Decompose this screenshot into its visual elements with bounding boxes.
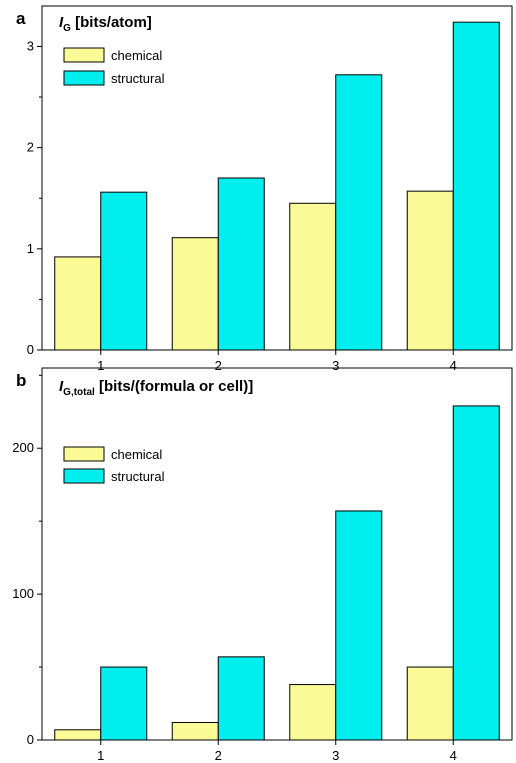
x-tick-label: 4 — [450, 358, 457, 373]
legend-swatch-chemical — [63, 446, 105, 462]
bar-structural-1 — [100, 191, 148, 351]
legend-label-structural: structural — [111, 71, 165, 86]
panel-b-letter: b — [16, 371, 26, 390]
x-tick-label: 3 — [332, 358, 339, 373]
bar-chemical-1 — [54, 729, 102, 741]
x-tick-label: 4 — [450, 748, 457, 763]
panel-b-legend: chemical structural — [63, 446, 165, 484]
panel-b: b IG,total [bits/(formula or cell)] chem… — [12, 367, 513, 763]
panel-b-marks: 1 2 3 4 0 100 200 — [12, 374, 500, 763]
x-tick-label: 1 — [97, 748, 104, 763]
bar-structural-3 — [335, 74, 383, 351]
y-tick-label: 3 — [27, 38, 34, 53]
panel-a: a IG [bits/atom] chemical structural 1 2 3… — [16, 5, 513, 373]
bar-structural-3 — [335, 510, 383, 741]
bar-chemical-4 — [406, 190, 454, 351]
bar-structural-2 — [217, 177, 265, 351]
legend-swatch-structural — [63, 70, 105, 86]
panel-a-letter: a — [16, 9, 26, 28]
legend-label-chemical: chemical — [111, 447, 162, 462]
panel-a-legend: chemical structural — [63, 47, 165, 86]
bar-structural-4 — [452, 405, 500, 741]
legend-swatch-structural — [63, 468, 105, 484]
bar-chemical-3 — [289, 684, 337, 741]
legend-label-structural: structural — [111, 469, 165, 484]
x-tick-label: 3 — [332, 748, 339, 763]
y-tick-label: 0 — [27, 732, 34, 747]
panel-a-frame — [41, 5, 513, 351]
panel-b-frame — [41, 367, 513, 741]
panel-a-marks: 1 2 3 4 0 1 2 3 — [27, 21, 500, 373]
x-tick-label: 2 — [215, 358, 222, 373]
legend-swatch-chemical — [63, 47, 105, 63]
x-tick-label: 2 — [215, 748, 222, 763]
bar-chemical-3 — [289, 202, 337, 351]
x-tick-label: 1 — [97, 358, 104, 373]
bar-chemical-2 — [171, 237, 219, 351]
bar-structural-2 — [217, 656, 265, 741]
legend-label-chemical: chemical — [111, 48, 162, 63]
panel-a-ylabel: IG [bits/atom] — [59, 14, 152, 34]
y-tick-label: 1 — [27, 241, 34, 256]
y-tick-label: 0 — [27, 342, 34, 357]
panel-b-ylabel: IG,total [bits/(formula or cell)] — [59, 378, 253, 398]
bar-chemical-4 — [406, 666, 454, 741]
y-tick-label: 200 — [12, 440, 34, 455]
y-tick-label: 2 — [27, 140, 34, 155]
bar-structural-4 — [452, 21, 500, 351]
bar-chemical-2 — [171, 721, 219, 741]
bar-chemical-1 — [54, 256, 102, 351]
bar-structural-1 — [100, 666, 148, 741]
y-tick-label: 100 — [12, 586, 34, 601]
